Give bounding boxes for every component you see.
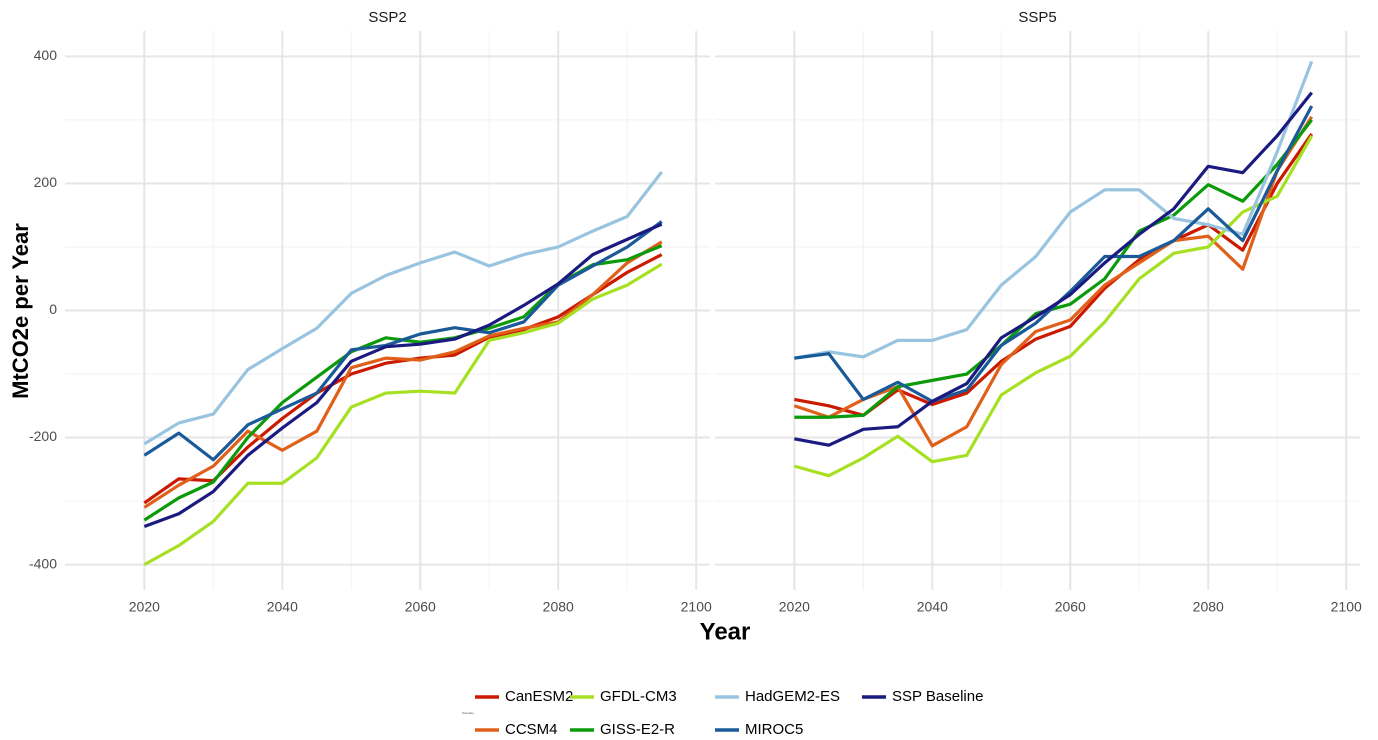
legend-title: Scenario bbox=[462, 711, 474, 715]
series-line bbox=[143, 244, 663, 522]
x-tick-label: 2040 bbox=[267, 599, 298, 615]
x-tick-label: 2100 bbox=[681, 599, 712, 615]
grid-layer bbox=[65, 31, 1360, 590]
series-line bbox=[794, 91, 1313, 447]
x-tick-label: 2040 bbox=[917, 599, 948, 615]
strip-title: SSP5 bbox=[1018, 9, 1056, 26]
y-tick-label: 400 bbox=[34, 47, 58, 63]
series-line bbox=[143, 220, 663, 462]
series-line bbox=[794, 132, 1314, 417]
x-tick-label: 2080 bbox=[1193, 599, 1224, 615]
y-tick-label: 0 bbox=[49, 301, 57, 317]
line-layer bbox=[143, 60, 1314, 566]
series-line bbox=[143, 253, 663, 505]
x-tick-label: 2080 bbox=[543, 599, 574, 615]
y-tick-label: 200 bbox=[34, 174, 58, 190]
series-line bbox=[793, 115, 1314, 448]
legend-label: MIROC5 bbox=[745, 721, 803, 738]
x-tick-label: 2020 bbox=[779, 599, 810, 615]
y-tick-label: -200 bbox=[29, 428, 57, 444]
series-line bbox=[794, 105, 1314, 403]
series-line bbox=[143, 222, 663, 528]
series-line bbox=[794, 118, 1313, 419]
series-line bbox=[143, 262, 663, 566]
x-tick-label: 2020 bbox=[129, 599, 160, 615]
legend-label: GFDL-CM3 bbox=[600, 688, 677, 705]
y-tick-label: -400 bbox=[29, 555, 57, 571]
legend-label: CanESM2 bbox=[505, 688, 573, 705]
series-line bbox=[143, 171, 663, 446]
x-tick-label: 2060 bbox=[405, 599, 436, 615]
legend-label: CCSM4 bbox=[505, 721, 558, 738]
legend-label: GISS-E2-R bbox=[600, 721, 675, 738]
x-axis-title: Year bbox=[700, 618, 751, 645]
legend-label: SSP Baseline bbox=[892, 688, 983, 705]
series-line bbox=[794, 60, 1314, 360]
y-axis-title: MtCO2e per Year bbox=[8, 223, 33, 399]
x-tick-label: 2100 bbox=[1331, 599, 1362, 615]
legend-label: HadGEM2-ES bbox=[745, 688, 840, 705]
series-line bbox=[143, 240, 663, 509]
strip-title: SSP2 bbox=[368, 9, 406, 26]
x-tick-label: 2060 bbox=[1055, 599, 1086, 615]
